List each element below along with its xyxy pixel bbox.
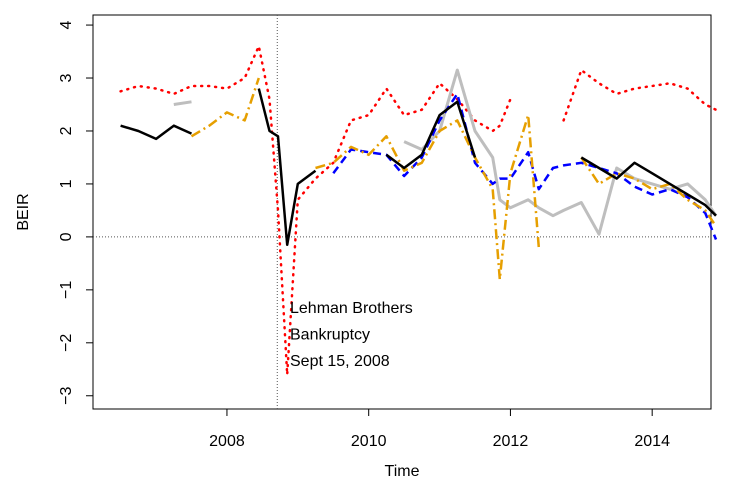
annotation: Sept 15, 2008 (290, 353, 390, 370)
x-tick-label: 2012 (493, 433, 529, 450)
plot-box (92, 14, 712, 410)
y-axis-title: BEIR (15, 193, 32, 230)
x-tick-label: 2010 (351, 433, 387, 450)
series-line (190, 77, 718, 281)
annotation: Lehman Brothers (290, 300, 413, 317)
y-tick-label: −2 (58, 334, 75, 352)
series-line (119, 44, 718, 376)
series-line (173, 68, 718, 236)
y-tick-label: 3 (58, 73, 75, 82)
x-tick-label: 2008 (209, 433, 245, 450)
annotation: Bankruptcy (290, 327, 370, 344)
y-tick-label: 0 (58, 232, 75, 241)
series-line (332, 92, 718, 240)
y-tick-label: −1 (58, 281, 75, 299)
y-tick-label: 2 (58, 126, 75, 135)
y-tick-label: 1 (58, 179, 75, 188)
y-tick-label: 4 (58, 21, 75, 30)
x-tick-label: 2014 (634, 433, 670, 450)
x-axis-title: Time (385, 463, 420, 480)
y-tick-label: −3 (58, 387, 75, 405)
series-line (120, 88, 717, 247)
